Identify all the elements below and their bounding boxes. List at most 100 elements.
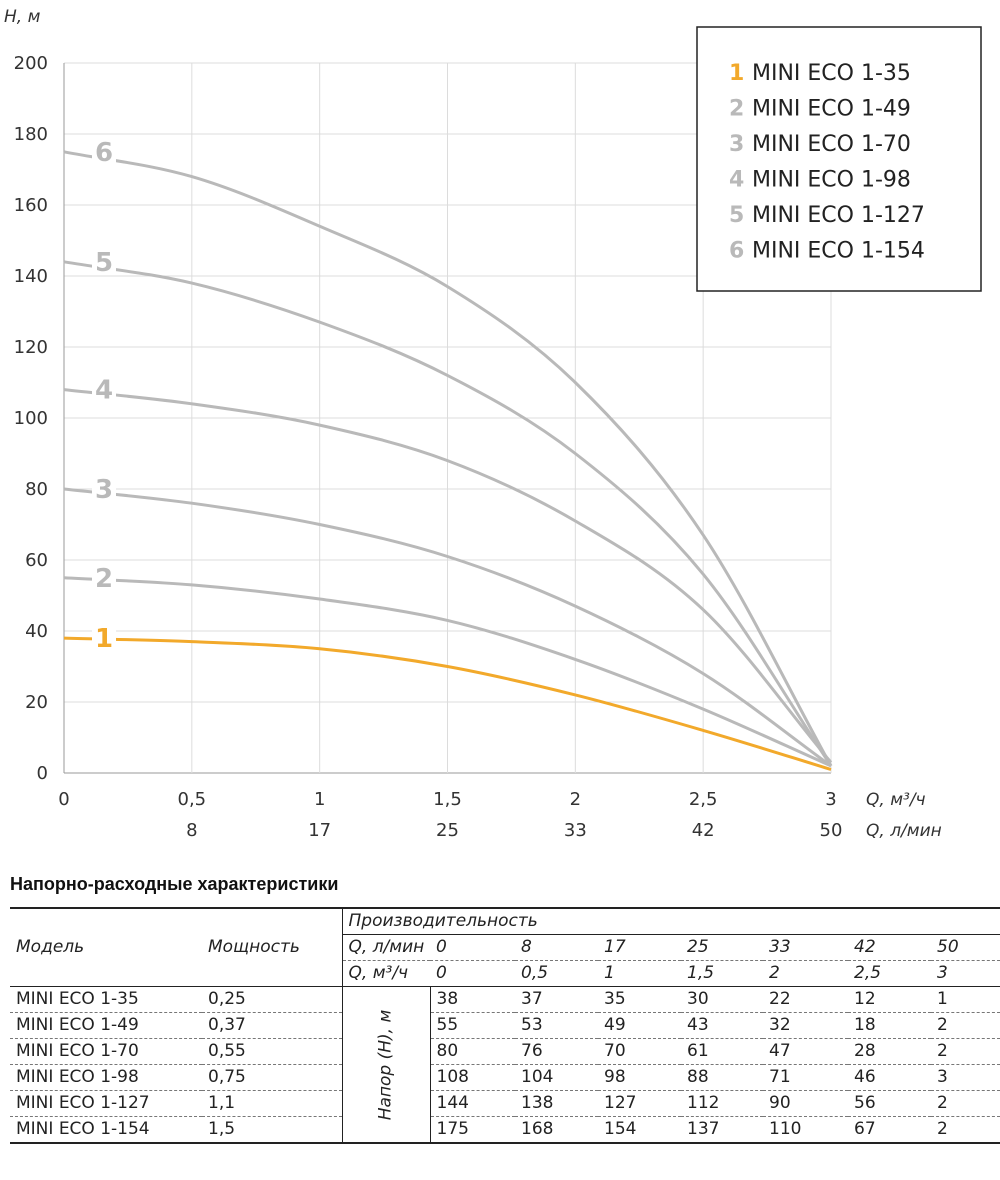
- legend: 1 MINI ECO 1-35 2 MINI ECO 1-49 3 MINI ECO 1-…: [696, 26, 982, 292]
- legend-number: 3: [729, 132, 744, 157]
- head-value-cell: 144: [429, 1090, 515, 1117]
- head-value-cell: 127: [598, 1090, 681, 1117]
- head-value-cell: 1: [931, 986, 1000, 1013]
- legend-number: 5: [729, 203, 744, 228]
- head-value-cell: 32: [763, 1012, 848, 1039]
- curve-label-bg: [92, 249, 116, 276]
- head-value-cell: 47: [763, 1038, 848, 1065]
- curve-label-bg: [92, 625, 116, 652]
- x-tick-label: 2: [570, 789, 581, 810]
- head-value-cell: 70: [598, 1038, 681, 1065]
- head-value-cell: 35: [598, 986, 681, 1013]
- head-value-cell: 12: [848, 986, 931, 1013]
- legend-number: 6: [729, 239, 744, 264]
- model-cell: MINI ECO 1-49: [10, 1012, 202, 1039]
- y-tick-label: 120: [14, 337, 48, 358]
- legend-entry: MINI ECO 1-70: [752, 132, 911, 157]
- curve-label: 1: [95, 624, 113, 654]
- header-model: Модель: [10, 907, 202, 987]
- power-cell: 0,25: [202, 986, 342, 1013]
- y-tick-label: 160: [14, 195, 48, 216]
- header-q-m3h-value: 1: [598, 960, 681, 987]
- head-value-cell: 67: [848, 1116, 931, 1144]
- table-row: MINI ECO 1-49 0,37 55 53 49 43 32 18 2: [10, 1012, 1000, 1039]
- x-tick-label: 0,5: [178, 789, 207, 810]
- y-tick-label: 180: [14, 124, 48, 145]
- head-value-cell: 2: [931, 1038, 1000, 1065]
- header-q-lmin-value: 25: [681, 934, 763, 961]
- head-value-cell: 46: [848, 1064, 931, 1091]
- model-cell: MINI ECO 1-98: [10, 1064, 202, 1091]
- header-q-lmin-value: 50: [931, 934, 1000, 961]
- table-row: MINI ECO 1-154 1,5 175 168 154 137 110 67 2: [10, 1116, 1000, 1144]
- model-cell: MINI ECO 1-35: [10, 986, 202, 1013]
- x-tick-label: 1: [314, 789, 325, 810]
- head-value-cell: 110: [763, 1116, 848, 1144]
- legend-number: 4: [729, 168, 744, 193]
- curve-2: [63, 576, 832, 768]
- y-tick-label: 200: [14, 53, 48, 74]
- header-q-m3h-label: Q, м³/ч: [341, 960, 430, 987]
- model-cell: MINI ECO 1-70: [10, 1038, 202, 1065]
- header-performance: Производительность: [341, 907, 1000, 935]
- head-value-cell: 168: [515, 1116, 598, 1144]
- x-tick-label: 0: [58, 789, 69, 810]
- head-value-cell: 22: [763, 986, 848, 1013]
- curve-3: [63, 487, 832, 768]
- curve-label-bg: [92, 138, 116, 165]
- y-tick-label: 60: [25, 550, 48, 571]
- legend-number: 2: [729, 97, 744, 122]
- head-value-cell: 154: [598, 1116, 681, 1144]
- header-q-m3h-value: 2,5: [848, 960, 931, 987]
- model-cell: MINI ECO 1-154: [10, 1116, 202, 1144]
- header-q-m3h-value: 1,5: [681, 960, 763, 987]
- x-tick-label-lmin: 25: [436, 820, 459, 841]
- table-row: MINI ECO 1-127 1,1 144 138 127 112 90 56 2: [10, 1090, 1000, 1117]
- curve-label-bg: [92, 564, 116, 591]
- header-q-m3h-value: 0,5: [515, 960, 598, 987]
- curve-label: 5: [95, 248, 113, 278]
- head-value-cell: 90: [763, 1090, 848, 1117]
- head-value-cell: 98: [598, 1064, 681, 1091]
- head-value-cell: 138: [515, 1090, 598, 1117]
- y-tick-label: 0: [37, 763, 48, 784]
- header-q-lmin-label: Q, л/мин: [341, 934, 430, 961]
- head-label-cell: Напор (Н), м: [341, 986, 430, 1144]
- legend-entry: MINI ECO 1-98: [752, 168, 911, 193]
- header-q-m3h-value: 0: [430, 960, 515, 987]
- y-tick-label: 140: [14, 266, 48, 287]
- legend-box: [696, 26, 982, 292]
- power-cell: 0,75: [202, 1064, 342, 1091]
- head-value-cell: 112: [681, 1090, 763, 1117]
- head-value-cell: 137: [681, 1116, 763, 1144]
- head-value-cell: 30: [681, 986, 763, 1013]
- table-row: MINI ECO 1-98 0,75 108 104 98 88 71 46 3: [10, 1064, 1000, 1091]
- header-q-lmin-value: 33: [763, 934, 848, 961]
- x-tick-label-lmin: 8: [186, 820, 197, 841]
- table-row: MINI ECO 1-35 0,25 Напор (Н), м 38 37 35 30 22 1…: [10, 986, 1000, 1144]
- head-value-cell: 61: [681, 1038, 763, 1065]
- legend-entry: MINI ECO 1-35: [752, 61, 911, 86]
- y-tick-label: 80: [25, 479, 48, 500]
- head-value-cell: 108: [429, 1064, 515, 1091]
- head-value-cell: 53: [515, 1012, 598, 1039]
- x-axis-label-lmin: Q, л/мин: [866, 821, 942, 841]
- head-value-cell: 38: [429, 986, 515, 1013]
- header-q-lmin-value: 8: [515, 934, 598, 961]
- y-tick-label: 40: [25, 621, 48, 642]
- header-q-m3h-value: 3: [931, 960, 1000, 987]
- curve-label: 6: [95, 138, 113, 168]
- header-q-m3h-value: 2: [763, 960, 848, 987]
- head-value-cell: 104: [515, 1064, 598, 1091]
- head-value-cell: 18: [848, 1012, 931, 1039]
- head-value-cell: 3: [931, 1064, 1000, 1091]
- x-tick-label-lmin: 17: [308, 820, 331, 841]
- head-value-cell: 37: [515, 986, 598, 1013]
- curve-label-bg: [92, 376, 116, 403]
- curve-label: 2: [95, 564, 113, 594]
- head-value-cell: 28: [848, 1038, 931, 1065]
- table-row: MINI ECO 1-70 0,55 80 76 70 61 47 28 2: [10, 1038, 1000, 1065]
- head-value-cell: 49: [598, 1012, 681, 1039]
